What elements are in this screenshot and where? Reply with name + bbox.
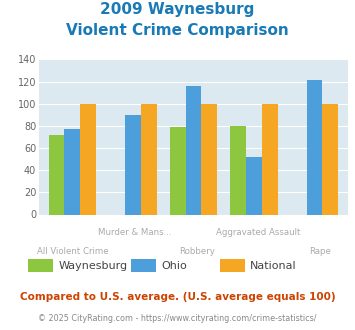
Bar	[170, 127, 186, 214]
Bar	[125, 115, 141, 214]
Bar	[186, 86, 201, 214]
Text: All Violent Crime: All Violent Crime	[37, 248, 109, 256]
Text: © 2025 CityRating.com - https://www.cityrating.com/crime-statistics/: © 2025 CityRating.com - https://www.city…	[38, 314, 317, 323]
Text: 2009 Waynesburg: 2009 Waynesburg	[100, 2, 255, 16]
Bar	[262, 104, 278, 214]
Text: Ohio: Ohio	[162, 261, 187, 271]
Bar	[230, 126, 246, 214]
Text: Compared to U.S. average. (U.S. average equals 100): Compared to U.S. average. (U.S. average …	[20, 292, 335, 302]
Bar	[80, 104, 96, 214]
Text: Violent Crime Comparison: Violent Crime Comparison	[66, 23, 289, 38]
Text: Rape: Rape	[309, 248, 331, 256]
Bar	[307, 81, 322, 214]
Text: Aggravated Assault: Aggravated Assault	[216, 228, 301, 237]
Text: National: National	[250, 261, 297, 271]
Text: Murder & Mans...: Murder & Mans...	[98, 228, 171, 237]
Text: Waynesburg: Waynesburg	[59, 261, 128, 271]
Bar	[201, 104, 217, 214]
Bar	[65, 129, 80, 214]
Bar	[322, 104, 338, 214]
Bar	[49, 135, 65, 214]
Text: Robbery: Robbery	[179, 248, 214, 256]
Bar	[141, 104, 157, 214]
Bar	[246, 157, 262, 214]
